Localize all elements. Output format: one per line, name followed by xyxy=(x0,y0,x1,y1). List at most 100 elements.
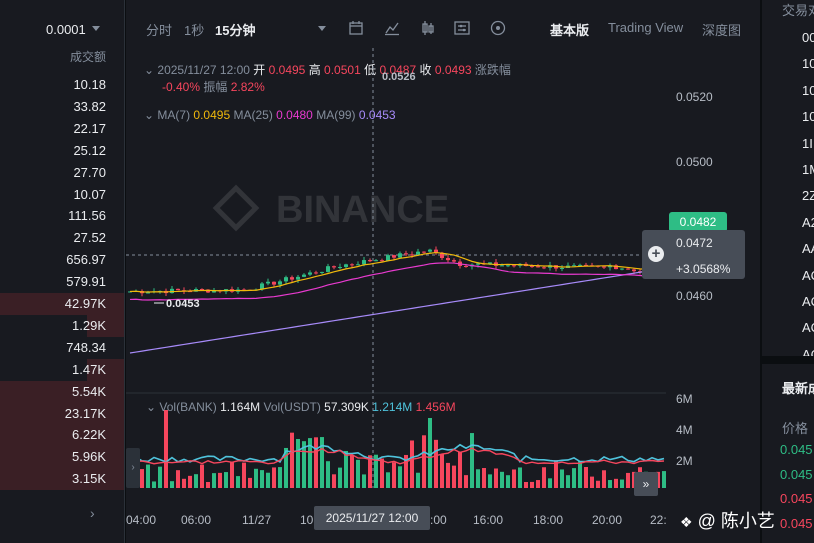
time-sharing-button[interactable]: 分时 xyxy=(146,23,173,38)
order-book-row[interactable]: 27.52 xyxy=(0,227,124,249)
add-order-plus-icon[interactable]: + xyxy=(648,246,664,262)
candle-body xyxy=(536,266,540,268)
chevron-down-icon[interactable] xyxy=(92,26,100,31)
pair-item[interactable]: 10 xyxy=(802,56,814,72)
basic-view-tab[interactable]: 基本版 xyxy=(550,23,590,38)
volume-bar xyxy=(362,474,366,488)
volume-bar xyxy=(656,471,660,488)
pair-item[interactable]: A2 xyxy=(802,214,814,230)
pair-item[interactable]: AC xyxy=(802,320,814,336)
turnover-value: 111.56 xyxy=(68,208,106,224)
volume-legend-collapse-icon[interactable]: ⌄ xyxy=(146,400,157,414)
turnover-value: 579.91 xyxy=(66,274,106,290)
volume-legend: ⌄ Vol(BANK) 1.164M Vol(USDT) 57.309K 1.2… xyxy=(146,400,456,414)
candle-body xyxy=(128,291,132,293)
scroll-to-latest-button[interactable]: » xyxy=(634,472,658,496)
price-tick: 0.0460 xyxy=(676,289,713,303)
tradingview-tab[interactable]: Trading View xyxy=(608,20,684,35)
volume-bar xyxy=(188,475,192,488)
candle-body xyxy=(350,264,354,266)
pair-item[interactable]: AA xyxy=(802,241,814,257)
candle-body xyxy=(338,266,342,268)
chevron-right-icon[interactable]: › xyxy=(90,505,95,521)
depth-bar xyxy=(86,314,124,337)
order-book-row[interactable]: 22.17 xyxy=(0,118,124,140)
pair-item[interactable]: 10 xyxy=(802,109,814,125)
volume-bar xyxy=(212,473,216,488)
ma-legend-collapse-icon[interactable]: ⌄ xyxy=(144,108,155,122)
candle-body xyxy=(530,266,534,268)
order-book-row[interactable]: 1.29K xyxy=(0,314,124,337)
turnover-value: 25.12 xyxy=(73,142,106,158)
calendar-icon[interactable] xyxy=(348,20,364,36)
turnover-value: 10.18 xyxy=(73,77,106,92)
volume-bar xyxy=(662,471,666,488)
order-book-row[interactable]: 33.82 xyxy=(0,96,124,118)
pairs-header: 交易对 xyxy=(782,3,814,18)
candle-body xyxy=(326,266,330,272)
volume-bar xyxy=(464,475,468,488)
pair-item[interactable]: 10 xyxy=(802,82,814,98)
volume-bar xyxy=(398,466,402,488)
legend-collapse-icon[interactable]: ⌄ xyxy=(144,63,155,77)
pair-item[interactable]: 1M xyxy=(802,162,814,177)
order-book-row[interactable]: 5.96K xyxy=(0,446,124,469)
author-watermark-text: @ 陈小艺 xyxy=(697,511,775,531)
price-axis[interactable]: 0.0520 0.0500 0.0460 6M 4M 2M xyxy=(666,48,760,488)
candle-body xyxy=(362,260,366,265)
order-book-row[interactable]: 111.56 xyxy=(0,205,124,227)
high-value: 0.0501 xyxy=(324,63,361,77)
pair-item[interactable]: 1I xyxy=(802,135,813,151)
vol-usdt-label: Vol(USDT) xyxy=(263,400,321,414)
depth-toggle-icon[interactable] xyxy=(490,20,506,36)
order-book-row[interactable]: 748.34 xyxy=(0,337,124,359)
chart-toolbar: 分时 1秒 15分钟 基本版 Trading View 深度图 xyxy=(126,14,760,42)
amplitude-label: 振幅 xyxy=(203,80,228,94)
interval-more-chevron-icon[interactable] xyxy=(318,26,326,31)
order-book-row[interactable]: 656.97 xyxy=(0,249,124,271)
volume-bar xyxy=(542,467,546,488)
volume-bar xyxy=(380,458,384,488)
interval-1s-button[interactable]: 1秒 xyxy=(184,23,205,38)
price-step-select[interactable]: 0.0001 xyxy=(46,22,86,37)
order-book-row[interactable]: 3.15K xyxy=(0,468,124,491)
order-book-row[interactable]: 10.07 xyxy=(0,184,124,206)
volume-bar xyxy=(356,459,360,488)
indicator-icon[interactable] xyxy=(384,20,400,36)
depth-chart-tab[interactable]: 深度图 xyxy=(702,23,742,38)
candlestick-plot[interactable]: BINANCE 0.0453 0.0526 xyxy=(126,48,666,488)
volume-tick: 2M xyxy=(676,454,693,468)
order-book-row[interactable]: 1.47K xyxy=(0,358,124,381)
interval-15m-button[interactable]: 15分钟 xyxy=(215,23,256,38)
panel-collapse-handle[interactable]: › xyxy=(126,448,140,488)
pair-item[interactable]: AC xyxy=(802,294,814,309)
order-book-row[interactable]: 42.97K xyxy=(0,293,124,315)
volume-bar xyxy=(476,469,480,488)
volume-tick: 4M xyxy=(676,423,693,437)
volume-bar xyxy=(482,468,486,488)
author-watermark: ❖ @ 陈小艺 xyxy=(680,507,775,533)
crosshair-time-label: 2025/11/27 12:00 xyxy=(314,506,430,530)
volume-bar xyxy=(350,454,354,488)
order-book-row[interactable]: 6.22K xyxy=(0,424,124,447)
candle-body xyxy=(446,258,450,261)
order-book-row[interactable]: 579.91 xyxy=(0,271,124,293)
pair-item[interactable]: AC xyxy=(802,267,814,283)
candle-body xyxy=(392,255,396,258)
pair-item[interactable]: 2Z xyxy=(802,188,814,204)
settings-sliders-icon[interactable] xyxy=(454,20,470,36)
candle-type-icon[interactable] xyxy=(420,20,436,36)
pair-item[interactable]: 00 xyxy=(802,30,814,45)
order-book-row[interactable]: 23.17K xyxy=(0,402,124,425)
volume-bar xyxy=(218,472,222,488)
candle-body xyxy=(422,251,426,253)
candle-body xyxy=(602,266,606,268)
order-book-row[interactable]: 5.54K xyxy=(0,380,124,403)
order-book-row[interactable]: 25.12 xyxy=(0,140,124,162)
order-book-row[interactable]: 10.18 xyxy=(0,74,124,96)
order-book-row[interactable]: 27.70 xyxy=(0,162,124,184)
volume-bar xyxy=(242,462,246,488)
volume-bar xyxy=(614,478,618,488)
price-column-header: 价格 xyxy=(782,421,809,436)
volume-bar xyxy=(176,470,180,488)
